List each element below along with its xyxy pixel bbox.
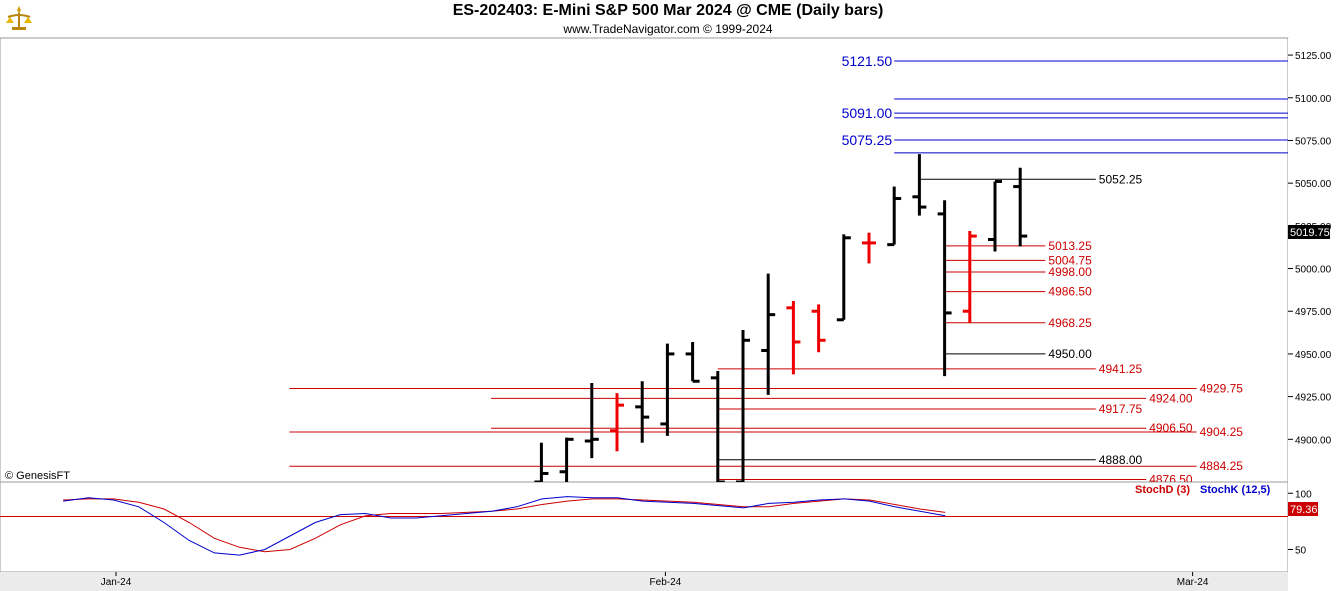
date-tick-label: Mar-24 — [1177, 577, 1209, 588]
level-label: 4906.50 — [1149, 421, 1193, 435]
last-price-badge-bg — [1288, 225, 1330, 239]
ohlc-bar — [786, 300, 801, 375]
watermark: © GenesisFT — [5, 470, 70, 482]
price-levels: 5121.505099.255091.005088.255075.255067.… — [289, 53, 1288, 486]
price-tick-label: 5000.00 — [1295, 265, 1332, 276]
level-label: 4950.00 — [1048, 347, 1092, 361]
chart-subtitle: www.TradeNavigator.com © 1999-2024 — [563, 22, 773, 36]
price-tick-label: 5075.00 — [1295, 136, 1332, 147]
chart-header: ES-202403: E-Mini S&P 500 Mar 2024 @ CME… — [0, 0, 1336, 38]
level-label: 4924.00 — [1149, 391, 1193, 405]
level-label: 4986.50 — [1048, 285, 1092, 299]
level-label: 4888.00 — [1099, 453, 1143, 467]
stoch-line — [63, 498, 946, 553]
level-label: 4884.25 — [1200, 459, 1244, 473]
ohlc-bar — [534, 442, 549, 482]
ohlc-bar — [862, 232, 876, 264]
stoch-tick-label: 100 — [1295, 489, 1312, 500]
ohlc-bar — [685, 341, 700, 383]
ohlc-bar — [761, 273, 776, 395]
level-label: 4917.75 — [1099, 402, 1143, 416]
last-stoch-badge: 79.36 — [1290, 504, 1318, 516]
price-panel[interactable] — [0, 37, 1289, 483]
price-tick-label: 4950.00 — [1295, 350, 1332, 361]
date-axis-strip — [0, 572, 1288, 591]
level-label: 5004.75 — [1048, 253, 1092, 267]
ohlc-bar — [836, 234, 851, 322]
legend-stochd: StochD (3) — [1135, 484, 1190, 496]
last-stoch-badge-bg — [1288, 502, 1318, 516]
ohlc-bar — [610, 393, 624, 452]
ohlc-bar — [635, 381, 650, 443]
chart-title: ES-202403: E-Mini S&P 500 Mar 2024 @ CME… — [452, 2, 884, 19]
date-tick-label: Feb-24 — [650, 577, 682, 588]
level-label: 4929.75 — [1200, 382, 1244, 396]
legend-stochk: StochK (12,5) — [1200, 484, 1271, 496]
level-label: 5013.25 — [1048, 239, 1092, 253]
price-axis — [1288, 38, 1336, 591]
ohlc-bar — [937, 200, 952, 377]
date-tick-label: Jan-24 — [101, 577, 132, 588]
ohlc-bar — [710, 371, 725, 482]
level-label: 4998.00 — [1048, 265, 1092, 279]
ohlc-bar — [887, 186, 902, 247]
level-label: 4941.25 — [1099, 362, 1143, 376]
ohlc-bar — [584, 382, 599, 459]
ohlc-bar — [660, 343, 675, 436]
level-label: 5121.50 — [842, 53, 893, 69]
last-price-badge: 5019.75 — [1290, 227, 1330, 239]
ohlc-bar — [912, 154, 927, 216]
ohlc-bar — [962, 230, 977, 324]
price-tick-label: 4900.00 — [1295, 435, 1332, 446]
price-tick-label: 5050.00 — [1295, 179, 1332, 190]
ohlc-bar — [559, 437, 574, 482]
stoch-line — [63, 496, 946, 556]
stochastic-panel[interactable] — [0, 481, 1289, 573]
ohlc-bar — [1013, 167, 1028, 247]
level-label: 5091.00 — [842, 105, 893, 121]
ohlc-bar — [736, 330, 750, 482]
stochastic-lines — [0, 496, 1288, 556]
level-label: 4904.25 — [1200, 425, 1244, 439]
level-label: 4968.25 — [1048, 316, 1092, 330]
ohlc-bar — [811, 304, 826, 353]
level-label: 5052.25 — [1099, 172, 1143, 186]
level-label: 4876.50 — [1149, 472, 1193, 486]
price-tick-label: 4925.00 — [1295, 393, 1332, 404]
price-tick-label: 5125.00 — [1295, 51, 1332, 62]
price-bars — [534, 154, 1028, 482]
price-tick-label: 4975.00 — [1295, 307, 1332, 318]
ohlc-bar — [988, 179, 1002, 252]
price-tick-label: 5100.00 — [1295, 94, 1332, 105]
trade-navigator-logo-icon — [6, 6, 32, 30]
level-label: 5075.25 — [842, 132, 893, 148]
date-axis-ticks: Jan-24 Feb-24 Mar-24 — [101, 572, 1209, 588]
stoch-tick-label: 50 — [1295, 546, 1307, 557]
